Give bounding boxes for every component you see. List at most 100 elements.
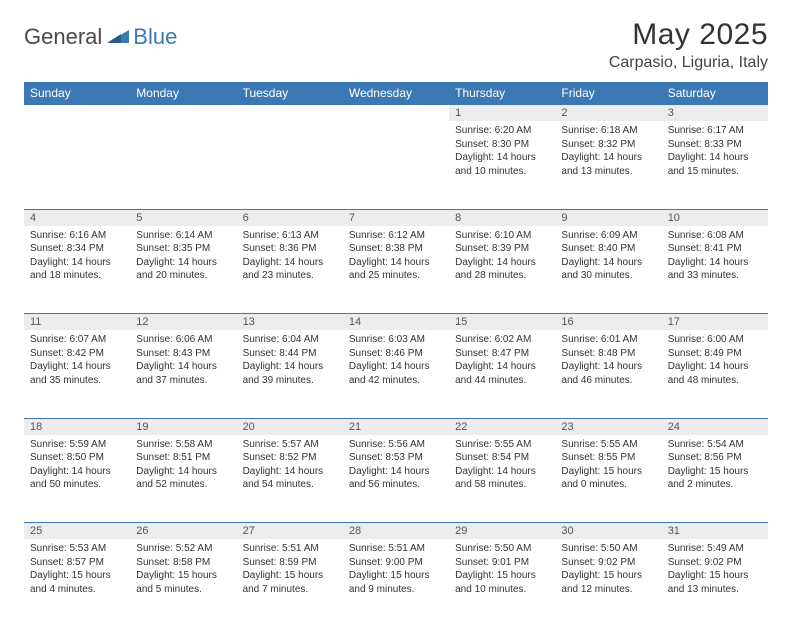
sunrise-text: Sunrise: 5:53 AM [30,542,124,556]
day-content-cell: Sunrise: 5:51 AMSunset: 8:59 PMDaylight:… [237,539,343,627]
month-title: May 2025 [609,18,768,52]
daylight-text: Daylight: 14 hours and 58 minutes. [455,465,549,492]
day-content-cell [343,121,449,209]
day-content-cell: Sunrise: 6:03 AMSunset: 8:46 PMDaylight:… [343,330,449,418]
sunrise-text: Sunrise: 5:58 AM [136,438,230,452]
sunset-text: Sunset: 8:52 PM [243,451,337,465]
sunset-text: Sunset: 8:39 PM [455,242,549,256]
sunrise-text: Sunrise: 6:13 AM [243,229,337,243]
sunset-text: Sunset: 8:56 PM [668,451,762,465]
day-number-cell: 5 [130,209,236,226]
day-content-cell: Sunrise: 6:07 AMSunset: 8:42 PMDaylight:… [24,330,130,418]
day-number-cell: 29 [449,523,555,540]
sunrise-text: Sunrise: 5:50 AM [455,542,549,556]
sunrise-text: Sunrise: 5:49 AM [668,542,762,556]
daylight-text: Daylight: 15 hours and 5 minutes. [136,569,230,596]
day-content-cell: Sunrise: 5:50 AMSunset: 9:01 PMDaylight:… [449,539,555,627]
weekday-header: Tuesday [237,82,343,105]
sunset-text: Sunset: 8:54 PM [455,451,549,465]
sunset-text: Sunset: 8:44 PM [243,347,337,361]
day-content-cell: Sunrise: 6:17 AMSunset: 8:33 PMDaylight:… [662,121,768,209]
sunset-text: Sunset: 9:02 PM [561,556,655,570]
day-content-cell: Sunrise: 5:56 AMSunset: 8:53 PMDaylight:… [343,435,449,523]
daylight-text: Daylight: 14 hours and 25 minutes. [349,256,443,283]
day-number-cell: 6 [237,209,343,226]
day-content-cell: Sunrise: 6:10 AMSunset: 8:39 PMDaylight:… [449,226,555,314]
day-content-cell: Sunrise: 6:06 AMSunset: 8:43 PMDaylight:… [130,330,236,418]
day-number-cell [130,105,236,122]
day-content-cell: Sunrise: 6:00 AMSunset: 8:49 PMDaylight:… [662,330,768,418]
sunrise-text: Sunrise: 5:59 AM [30,438,124,452]
day-number-cell: 9 [555,209,661,226]
day-number-cell: 1 [449,105,555,122]
sunset-text: Sunset: 8:38 PM [349,242,443,256]
sunrise-text: Sunrise: 5:54 AM [668,438,762,452]
day-number-cell: 25 [24,523,130,540]
day-number-cell: 13 [237,314,343,331]
daylight-text: Daylight: 14 hours and 30 minutes. [561,256,655,283]
day-content-row: Sunrise: 6:20 AMSunset: 8:30 PMDaylight:… [24,121,768,209]
day-number-row: 18192021222324 [24,418,768,435]
day-content-cell: Sunrise: 6:18 AMSunset: 8:32 PMDaylight:… [555,121,661,209]
day-content-cell [130,121,236,209]
sunset-text: Sunset: 8:30 PM [455,138,549,152]
sunset-text: Sunset: 8:32 PM [561,138,655,152]
sunset-text: Sunset: 8:35 PM [136,242,230,256]
day-number-cell: 28 [343,523,449,540]
sunset-text: Sunset: 8:41 PM [668,242,762,256]
day-number-cell: 12 [130,314,236,331]
day-number-cell: 30 [555,523,661,540]
day-number-row: 11121314151617 [24,314,768,331]
sunrise-text: Sunrise: 5:57 AM [243,438,337,452]
sunrise-text: Sunrise: 6:02 AM [455,333,549,347]
day-content-cell: Sunrise: 5:51 AMSunset: 9:00 PMDaylight:… [343,539,449,627]
day-number-row: 25262728293031 [24,523,768,540]
daylight-text: Daylight: 15 hours and 7 minutes. [243,569,337,596]
day-number-cell: 4 [24,209,130,226]
sunrise-text: Sunrise: 6:16 AM [30,229,124,243]
day-number-cell [343,105,449,122]
daylight-text: Daylight: 14 hours and 54 minutes. [243,465,337,492]
day-content-cell: Sunrise: 6:02 AMSunset: 8:47 PMDaylight:… [449,330,555,418]
daylight-text: Daylight: 15 hours and 4 minutes. [30,569,124,596]
daylight-text: Daylight: 15 hours and 2 minutes. [668,465,762,492]
sunset-text: Sunset: 8:34 PM [30,242,124,256]
day-number-cell: 19 [130,418,236,435]
day-content-cell: Sunrise: 5:53 AMSunset: 8:57 PMDaylight:… [24,539,130,627]
day-content-cell: Sunrise: 5:55 AMSunset: 8:55 PMDaylight:… [555,435,661,523]
day-number-cell: 3 [662,105,768,122]
sunset-text: Sunset: 8:59 PM [243,556,337,570]
daylight-text: Daylight: 14 hours and 35 minutes. [30,360,124,387]
day-number-cell: 24 [662,418,768,435]
daylight-text: Daylight: 14 hours and 50 minutes. [30,465,124,492]
page-header: General Blue May 2025 Carpasio, Liguria,… [24,18,768,72]
day-number-cell: 10 [662,209,768,226]
day-content-cell: Sunrise: 6:20 AMSunset: 8:30 PMDaylight:… [449,121,555,209]
daylight-text: Daylight: 14 hours and 44 minutes. [455,360,549,387]
day-number-cell: 21 [343,418,449,435]
sunrise-text: Sunrise: 5:55 AM [455,438,549,452]
calendar-table: Sunday Monday Tuesday Wednesday Thursday… [24,82,768,627]
day-content-cell: Sunrise: 6:01 AMSunset: 8:48 PMDaylight:… [555,330,661,418]
daylight-text: Daylight: 14 hours and 13 minutes. [561,151,655,178]
sunset-text: Sunset: 8:49 PM [668,347,762,361]
day-content-cell: Sunrise: 5:52 AMSunset: 8:58 PMDaylight:… [130,539,236,627]
daylight-text: Daylight: 14 hours and 46 minutes. [561,360,655,387]
sunrise-text: Sunrise: 6:04 AM [243,333,337,347]
daylight-text: Daylight: 14 hours and 52 minutes. [136,465,230,492]
sunrise-text: Sunrise: 6:09 AM [561,229,655,243]
daylight-text: Daylight: 14 hours and 15 minutes. [668,151,762,178]
day-number-cell: 2 [555,105,661,122]
day-content-cell: Sunrise: 5:55 AMSunset: 8:54 PMDaylight:… [449,435,555,523]
day-content-cell: Sunrise: 6:08 AMSunset: 8:41 PMDaylight:… [662,226,768,314]
title-block: May 2025 Carpasio, Liguria, Italy [609,18,768,72]
sunrise-text: Sunrise: 6:07 AM [30,333,124,347]
location: Carpasio, Liguria, Italy [609,54,768,72]
day-content-cell: Sunrise: 5:50 AMSunset: 9:02 PMDaylight:… [555,539,661,627]
sunrise-text: Sunrise: 6:08 AM [668,229,762,243]
sunset-text: Sunset: 9:01 PM [455,556,549,570]
sunrise-text: Sunrise: 5:50 AM [561,542,655,556]
daylight-text: Daylight: 15 hours and 12 minutes. [561,569,655,596]
day-content-cell: Sunrise: 5:57 AMSunset: 8:52 PMDaylight:… [237,435,343,523]
sunset-text: Sunset: 8:33 PM [668,138,762,152]
